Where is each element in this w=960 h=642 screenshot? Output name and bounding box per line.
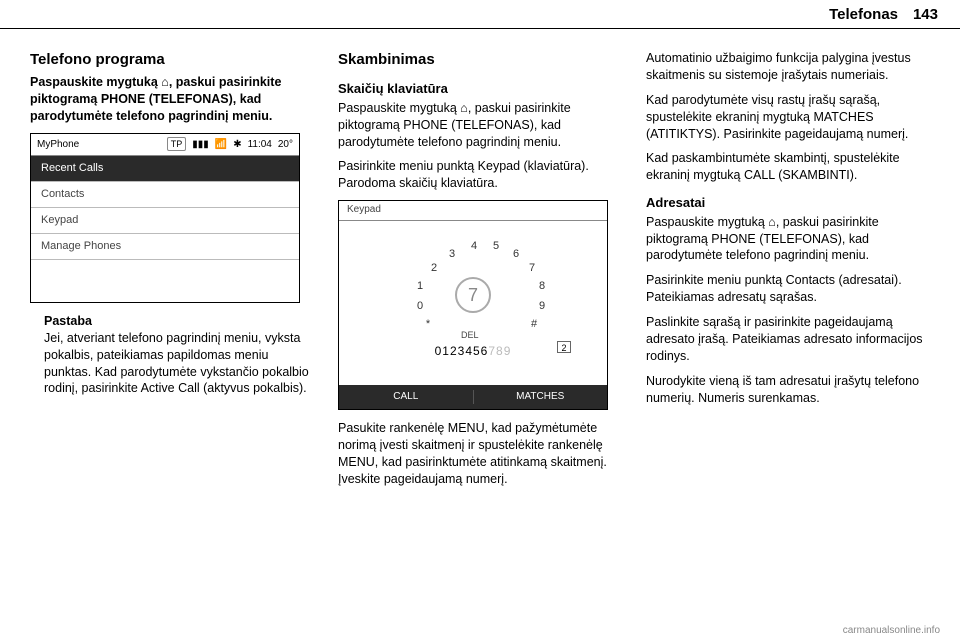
dial-hash[interactable]: #	[527, 317, 541, 332]
note-label: Pastaba	[44, 313, 314, 330]
dial-2[interactable]: 2	[427, 261, 441, 276]
col3-p4: Paspauskite mygtuką ⌂, paskui pasirinkit…	[646, 214, 930, 265]
header-rule	[0, 28, 960, 29]
col3-p3: Kad paskambintumėte skambintį, spustelėk…	[646, 150, 930, 184]
col3-p1: Automatinio užbaigimo funkcija palygina …	[646, 50, 930, 84]
s1-time: 11:04	[248, 138, 272, 152]
footer-watermark: carmanualsonline.info	[843, 625, 940, 636]
page-number: 143	[913, 6, 938, 23]
col1-intro: Paspauskite mygtuką ⌂, paskui pasirinkit…	[30, 74, 314, 125]
menu-row-contacts[interactable]: Contacts	[31, 182, 299, 208]
bluetooth-icon: ✱	[233, 138, 241, 152]
col2-p3: Pasukite rankenėlę MENU, kad pažymėtumėt…	[338, 420, 622, 488]
tp-icon: TP	[167, 137, 187, 151]
dial-3[interactable]: 3	[445, 247, 459, 262]
dial-8[interactable]: 8	[535, 279, 549, 294]
dial-4[interactable]: 4	[467, 239, 481, 254]
col1-note: Jei, atveriant telefono pagrindinį meniu…	[44, 330, 314, 398]
col3-p2: Kad parodytumėte visų rastų įrašų sąrašą…	[646, 92, 930, 143]
dial-0[interactable]: 0	[413, 299, 427, 314]
s1-phone-name: MyPhone	[37, 138, 79, 152]
dial-center[interactable]: 7	[455, 277, 491, 313]
screenshot-phone-menu: MyPhone TP ▮▮▮ 📶 ✱ 11:04 20° Recent Call…	[30, 133, 300, 303]
col3-p6: Paslinkite sąrašą ir pasirinkite pageida…	[646, 314, 930, 365]
del-label[interactable]: DEL	[461, 329, 479, 341]
col2-intro: Paspauskite mygtuką ⌂, paskui pasirinkit…	[338, 100, 622, 151]
menu-row-keypad[interactable]: Keypad	[31, 208, 299, 234]
screenshot-keypad: Keypad 7 1 2 3 4 5 6 7 8 9 0 * # DEL	[338, 200, 608, 410]
dial-9[interactable]: 9	[535, 299, 549, 314]
header-title: Telefonas	[829, 6, 898, 23]
digits-ghost: 789	[488, 344, 511, 358]
s1-statusbar: MyPhone TP ▮▮▮ 📶 ✱ 11:04 20°	[31, 134, 299, 156]
columns: Telefono programa Paspauskite mygtuką ⌂,…	[30, 50, 930, 602]
column-2: Skambinimas Skaičių klaviatūra Paspauski…	[338, 50, 622, 602]
dial-6[interactable]: 6	[509, 247, 523, 262]
col1-heading: Telefono programa	[30, 50, 314, 70]
s1-temp: 20°	[278, 138, 293, 152]
match-count-box[interactable]: 2	[557, 341, 571, 353]
dial-area: 7 1 2 3 4 5 6 7 8 9 0 * # DEL 01234	[339, 221, 607, 385]
dial-5[interactable]: 5	[489, 239, 503, 254]
col2-p2: Pasirinkite meniu punktą Keypad (klaviat…	[338, 158, 622, 192]
call-button[interactable]: CALL	[339, 390, 474, 404]
s2-title: Keypad	[339, 201, 607, 221]
dial-star[interactable]: *	[421, 317, 435, 332]
col3-p7: Nurodykite vieną iš tam adresatui įrašyt…	[646, 373, 930, 407]
col3-sub: Adresatai	[646, 194, 930, 212]
page: Telefonas 143 Telefono programa Paspausk…	[0, 0, 960, 642]
matches-button[interactable]: MATCHES	[474, 390, 608, 404]
dial-7[interactable]: 7	[525, 261, 539, 276]
column-3: Automatinio užbaigimo funkcija palygina …	[646, 50, 930, 602]
col2-sub1: Skaičių klaviatūra	[338, 80, 622, 98]
col2-heading: Skambinimas	[338, 50, 622, 70]
menu-row-recent-calls[interactable]: Recent Calls	[31, 156, 299, 182]
battery-icon: ▮▮▮	[192, 138, 209, 152]
menu-row-manage-phones[interactable]: Manage Phones	[31, 234, 299, 260]
signal-icon: 📶	[215, 138, 227, 152]
s2-bottom-bar: CALL MATCHES	[339, 385, 607, 409]
digits-entered: 0123456	[435, 344, 489, 358]
column-1: Telefono programa Paspauskite mygtuką ⌂,…	[30, 50, 314, 602]
col3-p5: Pasirinkite meniu punktą Contacts (adres…	[646, 272, 930, 306]
dial-1[interactable]: 1	[413, 279, 427, 294]
